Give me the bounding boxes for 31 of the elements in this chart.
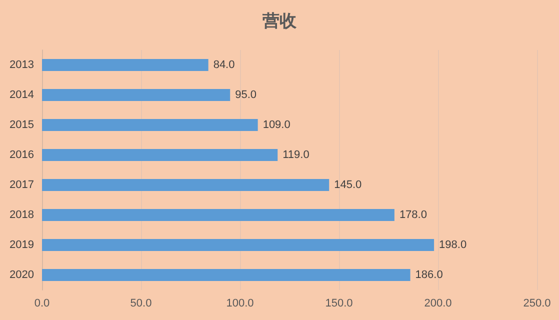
data-label: 109.0 xyxy=(262,119,290,131)
bar xyxy=(42,179,330,191)
y-tick-label: 2013 xyxy=(10,59,34,71)
bar xyxy=(42,119,258,131)
bar xyxy=(42,269,410,281)
bar xyxy=(42,59,208,71)
x-tick-label: 100.0 xyxy=(226,298,254,310)
data-label: 186.0 xyxy=(415,269,443,281)
y-tick-label: 2017 xyxy=(10,179,34,191)
bar xyxy=(42,89,230,101)
y-tick-label: 2020 xyxy=(10,269,34,281)
x-tick-label: 200.0 xyxy=(424,298,452,310)
data-label: 84.0 xyxy=(213,59,235,71)
bar xyxy=(42,149,278,161)
data-label: 145.0 xyxy=(334,179,362,191)
data-label: 95.0 xyxy=(235,89,257,101)
data-label: 198.0 xyxy=(439,239,467,251)
bar xyxy=(42,209,394,221)
data-label: 178.0 xyxy=(399,209,427,221)
chart-title: 营收 xyxy=(262,12,298,32)
y-tick-label: 2015 xyxy=(10,119,34,131)
x-tick-label: 50.0 xyxy=(130,298,152,310)
x-tick-label: 250.0 xyxy=(523,298,551,310)
bar xyxy=(42,239,434,251)
y-tick-label: 2016 xyxy=(10,149,34,161)
x-tick-label: 0.0 xyxy=(34,298,50,310)
x-tick-label: 150.0 xyxy=(325,298,353,310)
data-label: 119.0 xyxy=(282,149,310,161)
y-tick-label: 2019 xyxy=(10,239,34,251)
y-tick-label: 2018 xyxy=(10,209,34,221)
y-tick-label: 2014 xyxy=(10,89,34,101)
